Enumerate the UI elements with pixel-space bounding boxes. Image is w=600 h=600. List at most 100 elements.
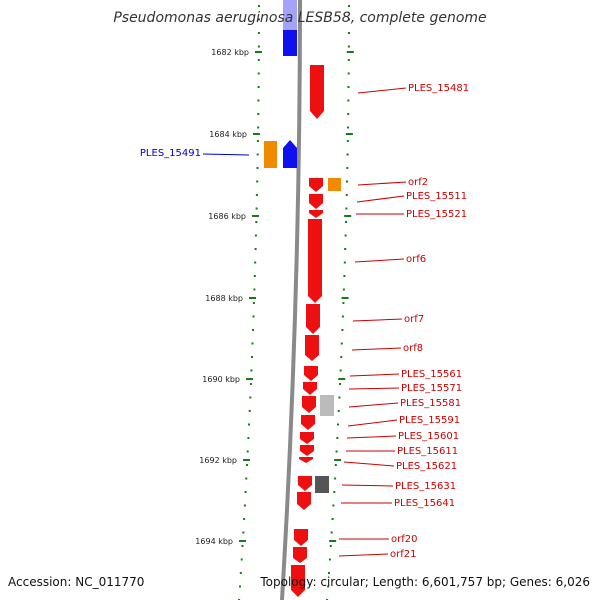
dot-left: [256, 140, 259, 142]
dot-right: [341, 329, 344, 331]
gene-label: PLES_15491: [140, 148, 201, 159]
dot-right: [344, 248, 347, 250]
dot-left: [251, 342, 254, 345]
dot-right: [328, 558, 331, 561]
dot-left: [257, 59, 260, 61]
dot-right: [342, 288, 345, 291]
gene-label: PLES_15481: [408, 83, 469, 94]
leader-line: [347, 419, 398, 427]
dot-left: [257, 45, 260, 48]
dot-right: [346, 153, 349, 156]
dot-left: [246, 464, 248, 466]
leader-line: [351, 347, 402, 351]
dot-left: [255, 221, 258, 223]
dot-right: [334, 477, 337, 480]
dot-right: [332, 504, 335, 507]
leader-line: [346, 435, 397, 439]
dot-left: [258, 5, 260, 7]
gene-label: orf6: [406, 254, 426, 265]
dot-left: [258, 18, 260, 21]
leader-line: [352, 318, 403, 322]
dot-left: [253, 288, 256, 291]
dot-left: [240, 558, 243, 561]
dot-left: [241, 545, 244, 547]
gene-label: PLES_15631: [395, 481, 456, 492]
dot-right: [327, 585, 330, 588]
dot-left: [248, 410, 251, 412]
dot-left: [243, 504, 246, 507]
reverse-gene-orf20: [294, 529, 308, 546]
dot-left: [249, 396, 252, 399]
dot-left: [256, 153, 259, 156]
dot-right: [341, 315, 344, 318]
dot-left: [256, 180, 259, 183]
dot-left: [249, 383, 252, 385]
leader-line: [354, 258, 405, 263]
dot-left: [254, 261, 257, 264]
gene-label: PLES_15511: [406, 191, 467, 202]
reverse-gene-ples-15521: [309, 210, 323, 218]
dot-right: [347, 99, 350, 102]
dot-right: [329, 545, 332, 547]
leader-line: [357, 87, 407, 94]
dot-left: [257, 99, 260, 102]
dot-right: [347, 45, 350, 48]
dot-right: [340, 342, 343, 345]
tick-label: 1694 kbp: [195, 537, 233, 546]
dot-right: [342, 302, 345, 304]
dot-right: [343, 275, 346, 277]
gene-label: PLES_15621: [396, 461, 457, 472]
gene-labels-left: PLES_15491: [140, 148, 250, 159]
dot-right: [331, 518, 334, 520]
dot-right: [335, 450, 338, 453]
leader-line: [343, 461, 395, 467]
dot-right: [344, 234, 347, 237]
tick-label: 1688 kbp: [205, 294, 243, 303]
dot-left: [253, 275, 256, 277]
leader-line: [348, 387, 400, 390]
dot-left: [252, 329, 254, 331]
dot-right: [345, 194, 348, 196]
dot-right: [347, 72, 350, 75]
dot-left: [248, 423, 250, 426]
tick-label: 1682 kbp: [211, 48, 249, 57]
dot-left: [257, 32, 260, 34]
tick-label: 1690 kbp: [202, 375, 240, 384]
reverse-gene-ples-15481: [310, 65, 324, 119]
dot-right: [346, 140, 349, 142]
dot-left: [239, 585, 241, 588]
reverse-gene-orf2-red: [309, 178, 323, 192]
gene-label: PLES_15561: [401, 369, 462, 380]
dot-right: [347, 59, 350, 61]
dot-left: [255, 194, 258, 196]
gene-label: orf21: [390, 549, 416, 560]
dot-right: [339, 369, 342, 372]
kbp-ticks: 1682 kbp 1684 kbp 1686 kbp 1688 kbp 1690 kbp…: [195, 48, 354, 546]
dot-right: [347, 86, 350, 88]
dot-right: [347, 126, 349, 129]
gene-label: PLES_15521: [406, 209, 467, 220]
leader-line: [338, 553, 389, 557]
dot-left: [254, 234, 257, 237]
reverse-gene-ples-15611: [300, 445, 314, 456]
dot-left: [252, 302, 255, 304]
dot-left: [244, 491, 247, 493]
dot-left: [250, 369, 253, 372]
tick-label: 1684 kbp: [209, 130, 247, 139]
dot-left: [251, 356, 253, 358]
dot-right: [340, 356, 343, 358]
reverse-gene-orf6: [308, 219, 322, 303]
dot-left: [257, 72, 260, 75]
gene-label: PLES_15641: [394, 498, 455, 509]
dot-right: [348, 5, 350, 7]
gene-label: orf2: [408, 177, 428, 188]
dot-left: [239, 572, 242, 574]
dot-right: [338, 396, 341, 399]
dot-right: [346, 180, 348, 183]
reverse-gene-ples-15581: [302, 396, 316, 413]
forward-gene-top-highlight: [283, 0, 297, 30]
dot-right: [346, 167, 349, 169]
dot-right: [337, 423, 339, 426]
gene-label: PLES_15581: [400, 398, 461, 409]
reverse-gene-ples-15621: [299, 457, 313, 463]
